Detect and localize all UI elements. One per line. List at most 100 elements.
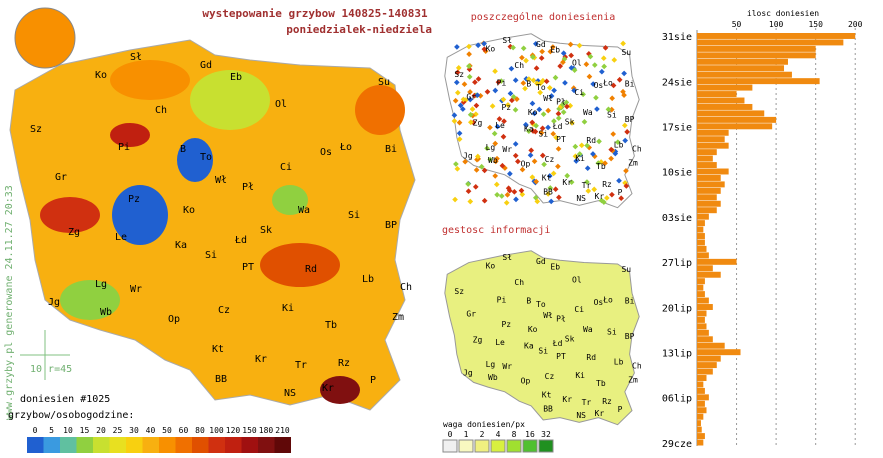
city-label: Ło [339,142,352,153]
legend-label: 210 [275,426,290,435]
report-dot [451,118,458,124]
report-dot [503,199,510,206]
report-dot [512,152,519,159]
density-legend-swatch [442,439,458,453]
city-label: Le [495,338,505,347]
city-label: Kr [595,409,605,418]
city-label: Tb [596,162,606,171]
report-dot [529,100,536,107]
report-dot [623,183,630,189]
report-dot [602,44,609,51]
city-label: Lb [614,358,624,367]
report-dot [528,147,535,154]
report-dot [555,110,562,117]
legend-swatch [159,437,176,453]
report-dot [462,158,468,165]
report-dot [548,93,555,99]
bar [697,45,816,52]
city-label: Ka [524,125,534,134]
density-legend-label: 0 [448,430,453,439]
report-dot [492,68,498,75]
density-legend-swatch [506,439,522,453]
city-label: Ci [280,162,292,173]
city-label: Cz [545,155,555,164]
report-dot [563,99,570,106]
report-dot [526,76,532,82]
report-dot [595,160,602,166]
side-note: www.grzyby.pl generowane 24.11.27 20:33 [4,185,15,420]
city-label: To [536,83,546,92]
report-dot [500,133,507,140]
bar [697,362,717,369]
report-dot [560,109,567,115]
bar [697,439,704,446]
city-label: BP [385,220,397,231]
city-label: Wr [502,362,512,371]
report-dot [572,153,579,160]
city-label: Ko [95,70,107,81]
report-dot [487,156,494,163]
density-legend-swatch [522,439,538,453]
report-dot [520,45,527,52]
bar [697,381,704,388]
city-label: Ko [528,325,538,334]
report-dot [529,174,536,181]
city-label: B [526,296,531,305]
bar [697,271,721,278]
legend-swatch [175,437,192,453]
report-dot [621,70,627,77]
report-dot [546,173,553,179]
report-dot [584,179,590,185]
y-tick-label: 06lip [662,394,692,405]
city-label: Bi [385,144,397,155]
bar [697,349,741,356]
legend-label: 25 [113,426,123,435]
bar [697,310,707,317]
report-dot [604,195,610,201]
report-dot [552,74,559,81]
city-label: Ch [400,282,412,293]
city-label: Tr [582,398,592,407]
density-legend-swatch [538,439,554,453]
report-dot [611,57,618,63]
city-label: Si [538,129,548,138]
city-label: Rd [586,353,596,362]
y-tick-label: 27lip [662,258,692,269]
report-dot [576,151,583,157]
report-dot [453,79,460,86]
legend-label: 120 [226,426,241,435]
bar [697,323,707,330]
report-dot [616,177,622,184]
report-dot [499,162,506,169]
report-dot [545,124,551,131]
city-label: Zm [628,375,638,384]
report-dot [493,181,500,188]
report-dot [605,106,612,113]
bar [697,291,705,298]
report-dot [496,116,503,122]
city-label: Le [495,121,505,130]
report-dot [519,54,525,61]
city-label: BP [625,115,635,124]
report-dot [500,96,507,103]
city-label: Eb [550,46,560,55]
report-dot [531,158,538,165]
report-dot [484,145,490,152]
report-dot [467,198,474,205]
city-label: Wr [502,145,512,154]
bar [697,239,705,246]
chart-title: ilosc doniesien [747,9,819,18]
report-dot [494,155,500,162]
city-label: Ol [572,275,582,284]
report-dot [475,76,482,82]
report-dot [567,41,574,48]
city-label: Bi [625,79,635,88]
density-legend-title: waga doniesien/px [443,420,525,429]
city-label: Os [320,147,332,158]
report-dot [537,80,544,87]
report-dot [495,79,502,85]
city-label: Ło [602,296,613,305]
city-label: Sz [30,124,42,135]
bar [697,433,705,440]
legend-swatch [126,437,143,453]
